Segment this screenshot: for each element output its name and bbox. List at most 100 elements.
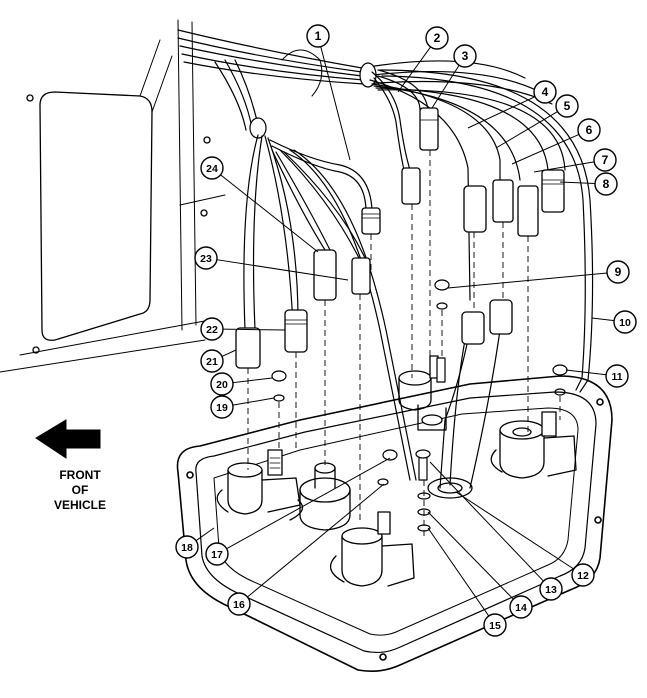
callout-number: 23 — [200, 253, 212, 265]
callout-leader-line — [565, 369, 607, 376]
callout-5: 5 — [495, 94, 579, 149]
callout-leader-line — [427, 511, 514, 600]
callout-circle — [200, 349, 224, 373]
callout-number: 5 — [564, 99, 571, 113]
callout-leader-line — [447, 272, 608, 289]
callout-number: 10 — [619, 317, 631, 329]
callout-number: 8 — [603, 177, 610, 191]
callout-number: 14 — [515, 602, 527, 614]
callout-number: 9 — [615, 265, 622, 279]
callout-number: 12 — [577, 570, 589, 582]
callout-number: 6 — [586, 123, 593, 137]
callout-12: 12 — [455, 491, 595, 587]
callout-number: 3 — [462, 49, 469, 63]
callout-circle — [555, 94, 579, 118]
callout-number: 19 — [216, 402, 228, 414]
callout-leader-line — [226, 457, 391, 550]
front-label-line-3: VEHICLE — [53, 498, 106, 512]
callout-leader-line — [559, 181, 596, 185]
callout-circle — [210, 395, 234, 419]
callout-circle — [306, 24, 330, 48]
callout-leader-line — [467, 96, 536, 129]
callout-leader-line — [220, 174, 319, 253]
callout-leader-line — [247, 483, 385, 598]
callout-circle — [571, 563, 595, 587]
callout-number: 16 — [233, 599, 245, 611]
callout-leader-line — [397, 46, 431, 93]
callout-number: 4 — [542, 85, 549, 99]
callout-leader-line — [495, 111, 558, 149]
gauge-rear-center — [398, 355, 447, 431]
callout-14: 14 — [427, 511, 533, 619]
callout-circle — [577, 118, 601, 142]
callout-number: 18 — [181, 542, 193, 554]
grommet-center — [427, 477, 473, 499]
callout-leader-line — [455, 491, 575, 570]
callout-19: 19 — [210, 395, 275, 419]
callout-circle — [594, 172, 618, 196]
callout-number: 20 — [216, 379, 228, 391]
callout-circle — [539, 577, 563, 601]
callout-circle — [606, 260, 630, 284]
callout-circle — [194, 246, 218, 270]
callout-circle — [593, 148, 617, 172]
callout-number: 13 — [545, 584, 557, 596]
hardware — [271, 279, 568, 532]
callout-circle — [425, 26, 449, 50]
callout-number: 1 — [315, 29, 322, 43]
callout-22: 22 — [200, 317, 286, 341]
callout-2: 2 — [397, 26, 449, 93]
callout-6: 6 — [511, 118, 601, 165]
callout-13: 13 — [429, 461, 563, 601]
callout-circle — [533, 80, 557, 104]
callout-leader-line — [216, 259, 349, 281]
callout-24: 24 — [200, 156, 319, 253]
callout-leader-line — [320, 46, 351, 161]
callout-number: 24 — [206, 163, 218, 175]
callout-circle — [453, 44, 477, 68]
callout-leader-line — [232, 397, 275, 406]
callout-16: 16 — [227, 483, 385, 616]
callout-leader-line — [221, 349, 237, 357]
callout-circle — [200, 156, 224, 180]
callout-circle — [205, 542, 229, 566]
callout-leader-line — [431, 65, 460, 109]
gauge-center-left — [299, 462, 351, 531]
callout-18: 18 — [175, 527, 215, 559]
callout-leader-line — [429, 461, 544, 582]
callout-leader-line — [195, 527, 215, 542]
callout-15: 15 — [427, 527, 507, 637]
gauge-bottom — [329, 511, 415, 587]
callout-leader-line — [511, 133, 580, 165]
callout-circle — [175, 535, 199, 559]
callout-number: 17 — [211, 549, 223, 561]
callout-3: 3 — [431, 44, 477, 109]
front-arrow-icon — [35, 419, 101, 459]
callout-leader-line — [533, 161, 595, 173]
callout-1: 1 — [306, 24, 351, 161]
callout-number: 21 — [206, 356, 218, 368]
callout-circle — [483, 613, 507, 637]
callout-number: 7 — [602, 153, 609, 167]
callout-circle — [210, 372, 234, 396]
callout-circle — [227, 592, 251, 616]
callout-circle — [613, 310, 637, 334]
mounting-plate — [176, 375, 613, 672]
callout-23: 23 — [194, 246, 349, 281]
callout-11: 11 — [565, 364, 629, 388]
callout-leader-line — [222, 328, 286, 331]
callout-leader-line — [427, 527, 490, 617]
callout-21: 21 — [200, 349, 237, 373]
callout-number: 15 — [489, 620, 501, 632]
callout-17: 17 — [205, 457, 391, 566]
alignment-lines — [247, 150, 561, 540]
callout-leader-line — [232, 377, 273, 384]
gauge-left — [216, 449, 304, 521]
callout-9: 9 — [447, 260, 630, 289]
callout-circle — [509, 595, 533, 619]
callout-7: 7 — [533, 148, 617, 173]
callout-number: 11 — [611, 371, 622, 383]
